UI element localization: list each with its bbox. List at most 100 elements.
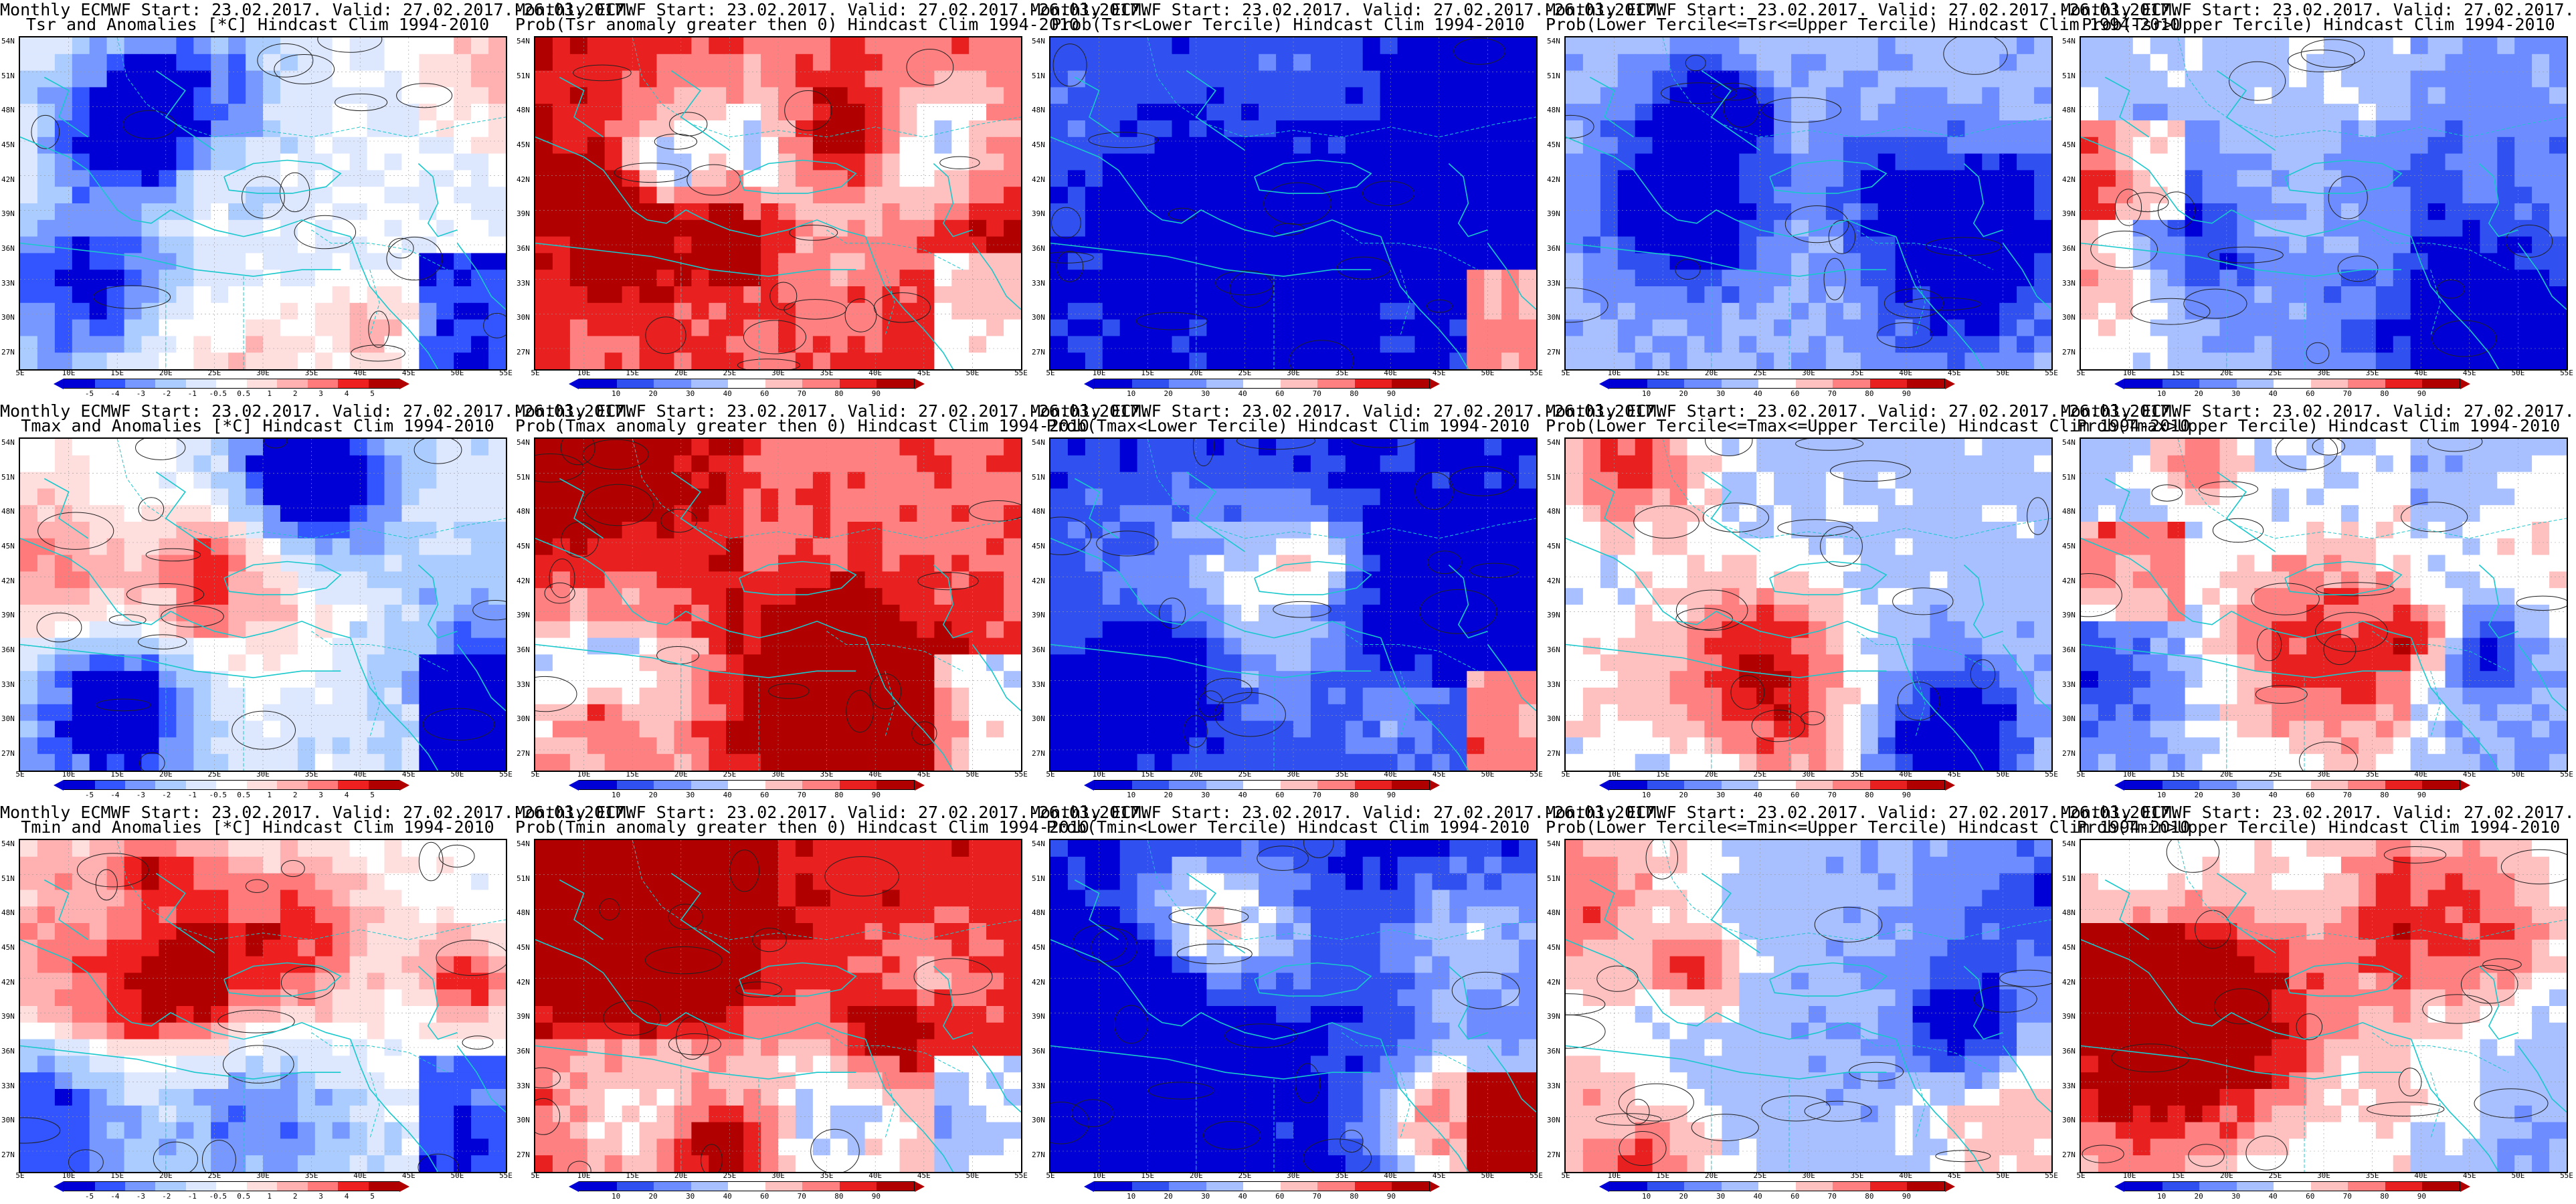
latitude-label: 36N <box>1032 244 1045 253</box>
field-cell <box>2098 353 2116 369</box>
field-cell <box>604 671 623 688</box>
field-cell <box>535 336 553 353</box>
field-cell <box>1241 621 1259 639</box>
field-cell <box>419 153 437 171</box>
field-cell <box>141 120 159 138</box>
field-cell <box>1895 203 1914 221</box>
field-cell <box>1566 353 1584 369</box>
field-cell <box>709 488 727 506</box>
field-cell <box>1930 187 1948 204</box>
field-cell <box>743 87 761 104</box>
field-cell <box>2115 136 2134 155</box>
field-cell <box>795 488 814 506</box>
field-cell <box>124 720 143 738</box>
field-cell <box>569 54 588 72</box>
field-cell <box>211 737 229 755</box>
field-cell <box>211 136 229 155</box>
field-cell <box>2532 302 2550 320</box>
field-cell <box>535 54 553 72</box>
field-cell <box>2427 353 2446 369</box>
field-cell <box>899 637 917 655</box>
field-cell <box>1501 488 1520 506</box>
field-cell <box>349 720 368 738</box>
field-cell <box>726 219 744 237</box>
field-cell <box>72 571 90 589</box>
map-field-svg <box>20 439 506 771</box>
field-cell <box>674 688 692 705</box>
field-cell <box>795 571 814 589</box>
field-cell <box>1293 671 1311 688</box>
field-cell <box>89 621 108 639</box>
field-cell <box>1414 455 1433 473</box>
field-cell <box>141 70 159 88</box>
field-cell <box>1241 153 1259 171</box>
topography-contour <box>1051 207 1081 239</box>
field-cell <box>587 754 606 771</box>
topography-contour <box>1904 297 1981 311</box>
field-cell <box>1687 153 1705 171</box>
field-cell <box>1189 120 1207 138</box>
field-cell <box>1327 87 1346 104</box>
field-cell <box>176 621 194 639</box>
topography-contour <box>37 512 114 550</box>
field-cell <box>20 720 38 738</box>
field-cell <box>228 286 246 304</box>
field-cell <box>246 538 264 556</box>
field-cell <box>1809 253 1827 270</box>
field-cell <box>2497 270 2515 287</box>
field-cell <box>1345 319 1364 336</box>
field-cell <box>761 120 779 138</box>
field-cell <box>847 253 866 270</box>
field-cell <box>2497 170 2515 187</box>
field-cell <box>280 87 298 104</box>
field-cell <box>1189 555 1207 572</box>
field-cell <box>2167 336 2186 353</box>
field-cell <box>436 54 454 72</box>
field-cell <box>1930 236 1948 254</box>
field-cell <box>656 170 674 187</box>
colorbar-left-arrow <box>2114 378 2124 389</box>
field-cell <box>1722 319 1740 336</box>
field-cell <box>1137 319 1156 336</box>
field-cell <box>830 605 848 622</box>
field-cell <box>934 588 952 605</box>
field-cell <box>951 170 970 187</box>
field-cell <box>1004 588 1021 605</box>
field-cell <box>1067 605 1086 622</box>
field-cell <box>934 455 952 473</box>
field-cell <box>436 571 454 589</box>
field-cell <box>709 637 727 655</box>
field-cell <box>2445 187 2463 204</box>
field-cell <box>1999 253 2017 270</box>
field-cell <box>1276 136 1294 155</box>
field-cell <box>401 170 420 187</box>
field-cell <box>1137 336 1156 353</box>
field-cell <box>211 87 229 104</box>
field-cell <box>2549 37 2567 55</box>
field-cell <box>1102 319 1121 336</box>
field-cell <box>899 688 917 705</box>
field-cell <box>830 588 848 605</box>
field-cell <box>743 472 761 489</box>
field-cell <box>1877 286 1896 304</box>
field-cell <box>124 120 143 138</box>
field-cell <box>1224 439 1242 456</box>
field-cell <box>1982 353 2000 369</box>
colorbar-swatch <box>1317 379 1356 388</box>
field-cell <box>1137 654 1156 672</box>
colorbar-tick-label: 10 <box>611 389 621 398</box>
field-cell <box>639 522 658 539</box>
field-cell <box>743 170 761 187</box>
field-cell <box>332 737 351 755</box>
field-cell <box>622 253 640 270</box>
field-cell <box>1362 70 1381 88</box>
colorbar-tick-label: 90 <box>871 389 881 398</box>
field-cell <box>159 136 177 155</box>
field-cell <box>1982 136 2000 155</box>
field-cell <box>1484 253 1502 270</box>
field-cell <box>864 136 883 155</box>
field-cell <box>1414 37 1433 55</box>
field-cell <box>314 472 333 489</box>
field-cell <box>2324 253 2342 270</box>
field-cell <box>297 688 316 705</box>
